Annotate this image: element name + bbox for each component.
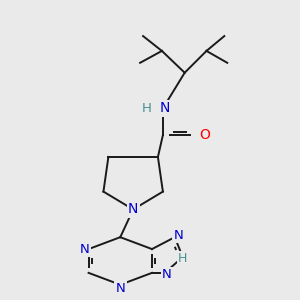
Text: N: N [174,229,184,242]
Text: N: N [162,268,172,281]
Text: N: N [116,282,125,295]
Text: N: N [160,101,170,116]
Text: H: H [142,102,152,115]
Text: O: O [199,128,210,142]
Text: H: H [178,253,188,266]
Text: N: N [80,243,89,256]
Text: N: N [128,202,138,216]
